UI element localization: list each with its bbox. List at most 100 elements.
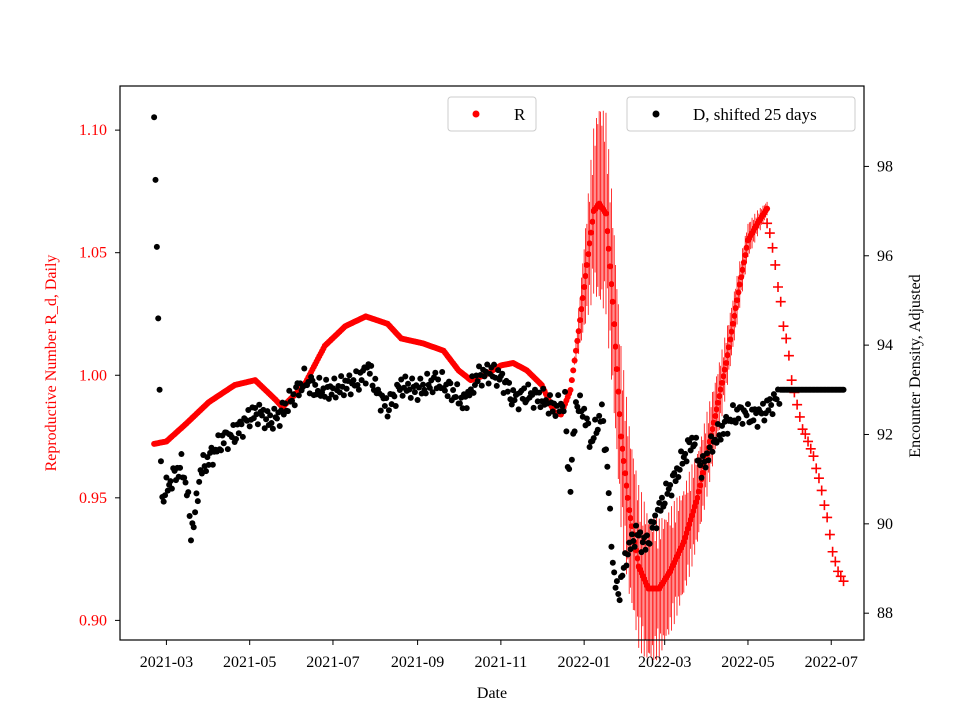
r-plus-point [762,218,773,229]
d-point [350,377,357,384]
r-point [587,229,594,236]
y-axis-right: 88 90 92 94 96 98 [864,158,893,622]
r-point [623,482,630,489]
r-point [578,306,585,313]
d-point [286,387,293,394]
r-point [585,251,592,258]
d-point [686,439,693,446]
d-point [325,395,332,402]
d-point [273,415,280,422]
d-point [563,428,570,435]
d-point [152,176,159,183]
d-point [220,440,227,447]
d-point [493,382,500,389]
d-point [577,392,584,399]
x-tick-label: 2021-09 [391,654,444,671]
d-point [282,400,289,407]
d-point [695,457,702,464]
d-point [290,391,297,398]
r-plus-point [824,529,835,540]
r-point [608,281,615,288]
d-point [284,408,291,415]
d-point [182,479,189,486]
d-point [420,381,427,388]
plot-frame [119,85,865,641]
d-point [611,569,618,576]
d-point [754,423,761,430]
d-point [586,444,593,451]
d-point [676,466,683,473]
y-right-tick-label: 88 [877,605,893,622]
r-point [581,284,588,291]
r-plus-point [808,451,819,462]
d-point [399,392,406,399]
r-point [634,555,641,562]
y-axis-left: 0.90 0.95 1.00 1.05 1.10 [79,122,120,629]
d-point [258,412,265,419]
x-tick-label: 2022-01 [557,654,610,671]
d-point [178,451,185,458]
d-point [289,397,296,404]
r-plus-point [816,485,827,496]
d-point [181,474,188,481]
d-point [840,386,847,393]
r-point [739,266,746,273]
d-point [510,387,517,394]
d-point [698,474,705,481]
d-point [612,584,619,591]
d-point [765,407,772,414]
r-point [740,259,747,266]
r-point [727,336,734,343]
d-point [691,441,698,448]
y-right-tick-label: 92 [877,426,893,443]
d-point [384,413,391,420]
d-point [238,421,245,428]
r-point [611,321,618,328]
d-point [729,402,736,409]
d-point [355,386,362,393]
r-point [723,360,730,366]
r-plus-point [822,512,833,523]
d-point [704,450,711,457]
d-point [583,415,590,422]
d-point [536,389,543,396]
d-point [549,408,556,415]
d-point [167,478,174,485]
d-point [643,532,650,539]
d-point [646,540,653,547]
d-point [530,404,537,411]
d-point [642,546,649,553]
r-plus-point [803,436,814,447]
r-point [719,379,726,386]
d-point [422,390,429,397]
y-left-tick-label: 0.90 [79,612,107,629]
d-point [377,407,384,414]
x-tick-label: 2021-07 [306,654,359,671]
d-point [368,362,375,369]
y-left-tick-label: 1.00 [79,367,107,384]
r-point [738,274,745,281]
r-point [713,406,720,413]
r-point [570,367,577,374]
d-point [392,402,399,409]
d-point [511,397,518,404]
r-point [724,352,731,359]
d-point [417,375,424,382]
d-point [613,578,620,585]
d-point [295,392,302,399]
d-point [592,416,599,423]
d-point [444,393,451,400]
r-point [572,347,579,354]
d-point [717,436,724,443]
d-point [435,376,442,383]
d-point [156,386,163,393]
d-point [559,403,566,410]
r-point [731,312,738,319]
d-point [385,407,392,414]
r-point [574,337,581,344]
r-point [729,320,736,327]
y-axis-left-label: Reproductive Number R_d, Daily [43,255,60,472]
d-point [441,387,448,394]
r-point [619,445,626,452]
